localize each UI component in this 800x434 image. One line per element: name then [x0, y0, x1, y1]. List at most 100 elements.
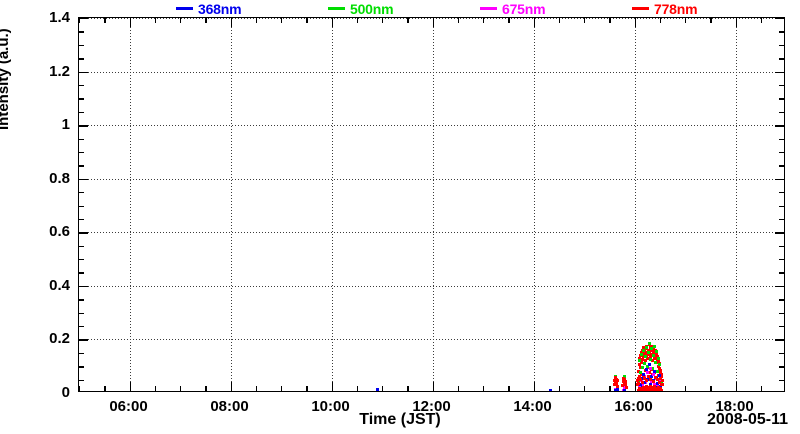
y-tick-minor [79, 111, 84, 114]
y-tick-minor [79, 98, 84, 100]
legend-label-675nm: 675nm [502, 0, 546, 17]
y-tick-minor [79, 245, 84, 248]
x-tick-minor [205, 386, 207, 391]
data-point-778nm [622, 381, 626, 385]
y-tick-minor [779, 205, 784, 207]
y-tick-minor [79, 312, 84, 315]
data-point-500nm [647, 351, 651, 355]
x-tick-minor [558, 18, 561, 23]
gridline-horizontal [79, 71, 784, 73]
gridline-vertical [129, 18, 131, 391]
y-tick-label: 0.8 [49, 169, 70, 187]
data-point-500nm [645, 345, 649, 349]
y-tick-minor [79, 272, 84, 274]
legend-swatch-675nm [480, 7, 497, 10]
y-tick-minor [79, 232, 84, 234]
data-point-778nm [642, 345, 646, 349]
data-point-778nm [652, 356, 656, 360]
data-point-778nm [653, 354, 657, 357]
data-point-778nm [658, 371, 662, 375]
legend-entry-778nm[interactable]: 778nm [632, 0, 698, 17]
data-point-368nm [656, 382, 660, 386]
data-point-778nm [639, 389, 643, 391]
data-point-778nm [651, 351, 655, 355]
x-tick-major [432, 382, 434, 391]
x-tick-minor [760, 18, 763, 23]
data-point-778nm [651, 380, 655, 384]
data-point-778nm [615, 382, 619, 386]
x-tick-major [230, 382, 232, 391]
y-tick-label: 0.2 [49, 330, 70, 348]
data-point-778nm [657, 367, 661, 371]
x-tick-minor [281, 18, 283, 23]
data-point-500nm [657, 356, 661, 360]
x-tick-major [432, 18, 434, 27]
x-tick-minor [483, 18, 485, 23]
legend-label-368nm: 368nm [198, 0, 242, 17]
x-tick-minor [382, 386, 384, 391]
data-points [79, 18, 784, 391]
data-point-778nm [623, 378, 627, 382]
y-tick-minor [79, 366, 84, 368]
legend-entry-500nm[interactable]: 500nm [328, 0, 394, 17]
x-tick-label: 14:00 [513, 398, 552, 415]
data-point-500nm [649, 358, 653, 362]
x-tick-minor [407, 18, 409, 23]
data-point-500nm [650, 347, 654, 351]
x-tick-minor [255, 386, 258, 391]
legend-swatch-778nm [632, 7, 649, 10]
data-point-675nm [651, 373, 655, 377]
data-point-500nm [621, 378, 625, 382]
data-point-778nm [616, 384, 620, 388]
data-point-778nm [640, 386, 644, 390]
x-tick-major [634, 18, 636, 27]
y-tick-minor [79, 44, 84, 47]
x-tick-minor [710, 386, 712, 391]
x-tick-minor [760, 386, 763, 391]
data-point-778nm [644, 378, 648, 382]
legend-entry-675nm[interactable]: 675nm [480, 0, 546, 17]
data-point-778nm [654, 369, 658, 373]
data-point-778nm [640, 358, 644, 362]
data-point-778nm [621, 384, 625, 387]
data-point-368nm [650, 374, 654, 378]
data-point-778nm [648, 377, 652, 381]
data-point-675nm [641, 383, 645, 387]
date-stamp: 2008-05-11 [707, 411, 788, 428]
y-tick-minor [779, 326, 784, 328]
y-tick-label: 0.4 [49, 276, 70, 294]
data-point-778nm [660, 372, 664, 376]
data-point-778nm [641, 355, 645, 359]
y-tick-major [775, 285, 784, 288]
axis-ticks [79, 18, 784, 391]
y-tick-minor [779, 31, 784, 33]
y-tick-minor [779, 71, 784, 73]
data-point-778nm [623, 382, 627, 386]
x-tick-major [331, 18, 333, 27]
gridline-horizontal [79, 125, 784, 127]
data-point-778nm [638, 378, 642, 382]
data-point-778nm [659, 382, 663, 386]
x-tick-minor [79, 386, 81, 391]
data-point-368nm [642, 372, 646, 376]
y-tick-minor [79, 259, 84, 261]
data-point-778nm [636, 382, 640, 386]
y-tick-minor [79, 71, 84, 73]
data-point-778nm [638, 356, 642, 360]
data-point-368nm [643, 380, 647, 384]
x-tick-minor [685, 386, 687, 391]
y-tick-minor [79, 151, 84, 154]
legend-entry-368nm[interactable]: 368nm [176, 0, 242, 17]
x-tick-minor [281, 386, 283, 391]
y-tick-major [79, 285, 88, 288]
data-point-778nm [660, 389, 664, 391]
data-point-675nm [648, 367, 652, 371]
y-tick-minor [79, 138, 84, 140]
y-tick-minor [779, 111, 784, 114]
legend-label-500nm: 500nm [350, 0, 394, 17]
data-point-675nm [622, 386, 626, 390]
y-tick-minor [79, 379, 84, 381]
data-point-368nm [615, 387, 619, 391]
y-tick-minor [779, 18, 784, 20]
